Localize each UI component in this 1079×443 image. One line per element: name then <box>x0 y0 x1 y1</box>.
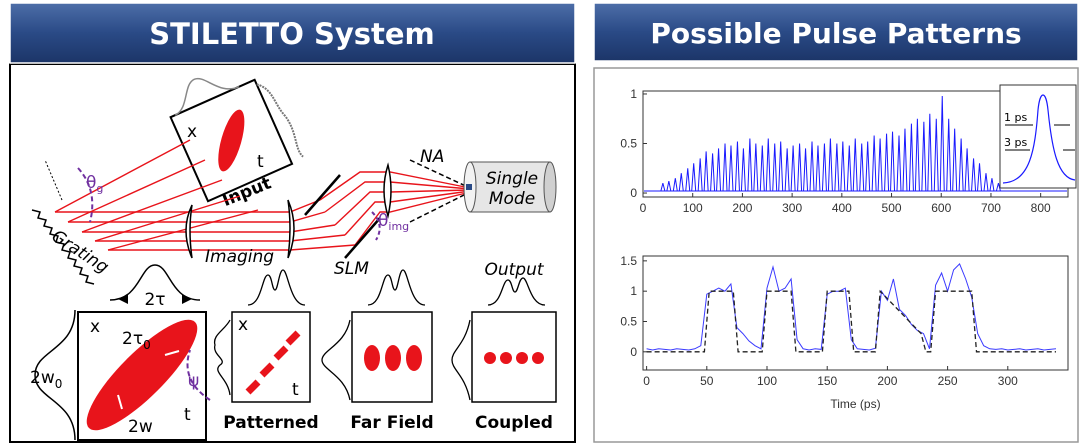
x-tick-label: 200 <box>732 201 752 215</box>
patterned-t: t <box>292 380 299 400</box>
psi: ψ <box>188 371 199 391</box>
inset-label: 1 ps <box>1004 111 1027 124</box>
output-label: Output <box>484 260 544 280</box>
x-tick-label: 0 <box>640 201 647 215</box>
x-tick-label: 100 <box>757 374 777 388</box>
x-tick-label: 100 <box>683 201 703 215</box>
left-title: STILETTO System <box>149 17 435 51</box>
y-tick-label: 1 <box>630 284 637 298</box>
x-tick-label: 200 <box>877 374 897 388</box>
panel-label: Far Field <box>350 413 433 433</box>
x-tick-label: 0 <box>643 374 650 388</box>
patterned-x: x <box>238 315 248 335</box>
y-tick-label: 0 <box>630 186 637 200</box>
input-t: t <box>257 152 264 172</box>
y-tick-label: 0.5 <box>620 137 637 151</box>
panel-label: Coupled <box>475 413 553 433</box>
pulse-width: 2τ <box>144 290 165 310</box>
x-tick-label: 800 <box>1031 201 1051 215</box>
farfield-spots <box>364 345 422 371</box>
input-x: x <box>187 122 197 142</box>
y-tick-label: 1.5 <box>620 254 637 268</box>
x-tick-label: 50 <box>700 374 714 388</box>
slide: STILETTO System Possible Pulse Patterns … <box>0 0 1079 443</box>
y-tick-label: 1 <box>630 87 637 101</box>
pulse-w: 2w <box>128 417 153 437</box>
inset-label: 3 ps <box>1004 136 1027 149</box>
plot-frame <box>643 256 1068 370</box>
na-label: NA <box>420 147 444 167</box>
x-tick-label: 300 <box>782 201 802 215</box>
pulse-x: x <box>90 317 100 337</box>
y-tick-label: 0.5 <box>620 314 637 328</box>
x-tick-label: 300 <box>998 374 1018 388</box>
slm-label: SLM <box>334 259 369 279</box>
x-tick-label: 500 <box>882 201 902 215</box>
pulse-t: t <box>184 405 191 425</box>
fiber-label: Single <box>486 169 538 189</box>
x-tick-label: 700 <box>981 201 1001 215</box>
imaging-label: Imaging <box>205 247 274 267</box>
x-tick-label: 250 <box>938 374 958 388</box>
x-tick-label: 600 <box>931 201 951 215</box>
x-axis-label: Time (ps) <box>830 397 880 411</box>
y-tick-label: 0 <box>630 345 637 359</box>
fiber-label: Mode <box>489 189 535 209</box>
x-tick-label: 150 <box>817 374 837 388</box>
x-tick-label: 400 <box>832 201 852 215</box>
panel-label: Patterned <box>223 413 318 433</box>
right-title: Possible Pulse Patterns <box>650 17 1021 50</box>
